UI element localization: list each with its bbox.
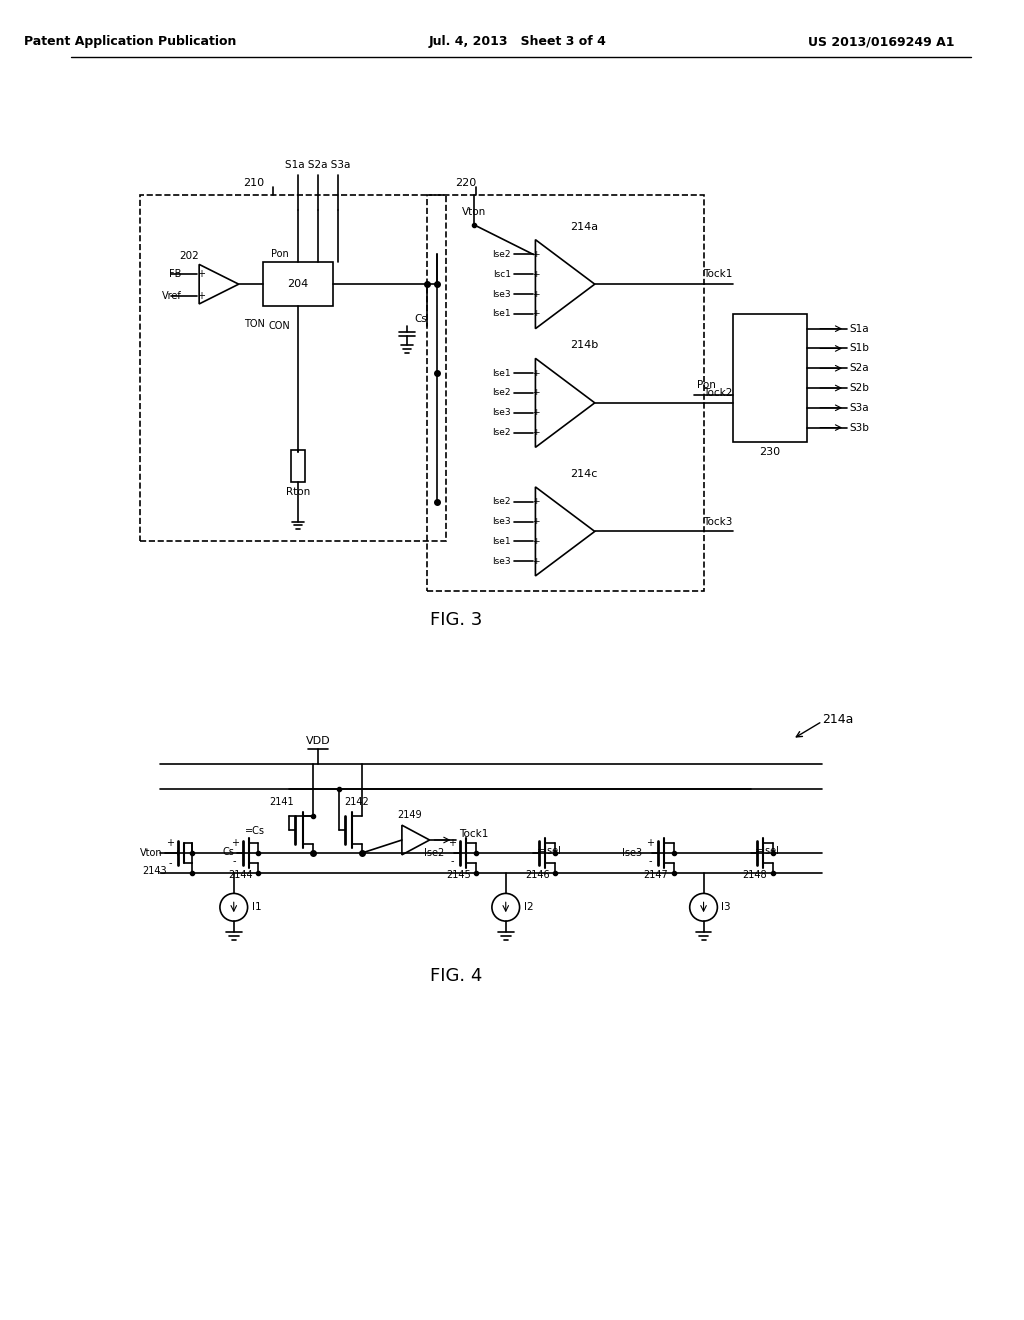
Text: Pon: Pon [271, 249, 289, 260]
Text: Ise2: Ise2 [493, 498, 511, 507]
Text: Ise1: Ise1 [493, 368, 511, 378]
Text: -: - [233, 855, 237, 866]
Text: 2141: 2141 [269, 797, 294, 808]
Text: I1: I1 [252, 903, 261, 912]
Text: 204: 204 [288, 279, 308, 289]
Text: 2149: 2149 [397, 810, 422, 820]
Text: Ise2: Ise2 [424, 847, 444, 858]
Text: 202: 202 [179, 252, 199, 261]
Text: +: + [531, 309, 540, 318]
Text: +: + [449, 838, 457, 847]
Text: Ise1: Ise1 [493, 309, 511, 318]
Text: 214c: 214c [570, 469, 597, 479]
Text: +: + [198, 290, 205, 301]
Text: +: + [531, 557, 540, 565]
Text: Ise3: Ise3 [493, 557, 511, 565]
Text: -: - [648, 855, 652, 866]
Text: Tock3: Tock3 [703, 516, 733, 527]
Bar [427, 195, 703, 591]
Text: Ise3: Ise3 [493, 289, 511, 298]
Bar [733, 314, 807, 442]
Text: +: + [198, 269, 205, 280]
Bar [291, 450, 305, 482]
Text: =Cs: =Cs [245, 826, 264, 836]
Text: +: + [531, 388, 540, 397]
Text: Tock1: Tock1 [459, 829, 488, 840]
Text: +: + [167, 838, 174, 847]
Text: +: + [531, 249, 540, 259]
Text: +: + [531, 498, 540, 507]
Text: +: + [646, 838, 654, 847]
Text: I2: I2 [523, 903, 534, 912]
Text: TON: TON [244, 318, 264, 329]
Text: Pon: Pon [696, 380, 716, 389]
Text: Jul. 4, 2013   Sheet 3 of 4: Jul. 4, 2013 Sheet 3 of 4 [429, 36, 606, 49]
Text: Rton: Rton [286, 487, 310, 496]
Text: 2145: 2145 [445, 870, 471, 879]
Bar [263, 263, 333, 306]
Text: 2142: 2142 [344, 797, 370, 808]
Text: 2143: 2143 [142, 866, 167, 875]
Text: Cs: Cs [415, 314, 428, 323]
Text: Vton: Vton [462, 207, 486, 216]
Text: +: + [531, 368, 540, 378]
Text: S1b: S1b [849, 343, 868, 354]
Text: VDD: VDD [305, 737, 330, 746]
Text: -: - [169, 858, 172, 867]
Text: FIG. 3: FIG. 3 [430, 611, 482, 630]
Text: S1a S2a S3a: S1a S2a S3a [285, 161, 350, 170]
Text: Tock1: Tock1 [703, 269, 733, 280]
Text: 210: 210 [243, 178, 264, 189]
Text: 214b: 214b [570, 341, 598, 351]
Text: +: + [531, 408, 540, 417]
Text: S2b: S2b [849, 383, 868, 393]
Text: S2a: S2a [849, 363, 868, 374]
Text: 214a: 214a [822, 713, 854, 726]
Text: FB: FB [169, 269, 181, 280]
Text: 230: 230 [759, 447, 780, 457]
Text: US 2013/0169249 A1: US 2013/0169249 A1 [808, 36, 954, 49]
Text: +: + [531, 289, 540, 298]
Text: =Isel: =Isel [538, 846, 562, 855]
Text: +: + [531, 537, 540, 545]
Text: Cs: Cs [223, 847, 234, 857]
Text: +: + [230, 838, 239, 847]
Text: Vref: Vref [162, 290, 181, 301]
Text: S1a: S1a [849, 323, 868, 334]
Text: Tock2: Tock2 [703, 388, 733, 397]
Text: 2144: 2144 [228, 870, 253, 879]
Text: Ise2: Ise2 [493, 428, 511, 437]
Text: Ise3: Ise3 [623, 847, 642, 858]
Text: Ise2: Ise2 [493, 388, 511, 397]
Text: Ise1: Ise1 [493, 537, 511, 545]
Text: 2147: 2147 [644, 870, 669, 879]
Text: Vton: Vton [140, 847, 163, 858]
Text: 2146: 2146 [525, 870, 550, 879]
Text: 2148: 2148 [742, 870, 767, 879]
Text: +: + [531, 517, 540, 527]
Text: FIG. 4: FIG. 4 [430, 968, 482, 986]
Text: S3a: S3a [849, 403, 868, 413]
Bar [140, 195, 446, 541]
Text: Ise3: Ise3 [493, 408, 511, 417]
Text: =Isel: =Isel [755, 846, 780, 855]
Text: Isc1: Isc1 [493, 269, 511, 279]
Text: -: - [451, 855, 454, 866]
Text: Ise3: Ise3 [493, 517, 511, 527]
Text: S3b: S3b [849, 422, 868, 433]
Text: 220: 220 [456, 178, 477, 189]
Text: CON: CON [268, 321, 290, 331]
Text: +: + [531, 428, 540, 437]
Text: 214a: 214a [570, 222, 598, 232]
Text: Ise2: Ise2 [493, 249, 511, 259]
Text: Patent Application Publication: Patent Application Publication [24, 36, 237, 49]
Text: I3: I3 [721, 903, 731, 912]
Text: +: + [531, 269, 540, 279]
